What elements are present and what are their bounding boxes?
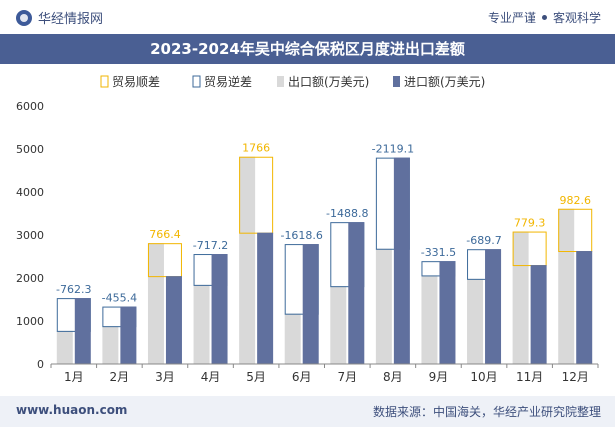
x-tick-label: 11月 bbox=[516, 370, 543, 384]
footer-url[interactable]: www.huaon.com bbox=[16, 403, 128, 417]
export-bar bbox=[375, 248, 392, 364]
legend-label: 贸易顺差 bbox=[112, 75, 160, 89]
balance-label: -1488.8 bbox=[326, 207, 368, 220]
legend-swatch bbox=[100, 75, 109, 88]
balance-label: 982.6 bbox=[559, 194, 591, 207]
legend-swatch bbox=[277, 76, 284, 87]
export-bar bbox=[421, 275, 438, 364]
balance-label: 779.3 bbox=[514, 217, 546, 230]
export-bar bbox=[193, 284, 210, 364]
balance-label: -2119.1 bbox=[372, 143, 414, 156]
import-bar bbox=[393, 157, 410, 364]
x-tick-label: 12月 bbox=[562, 370, 589, 384]
import-bar bbox=[74, 298, 91, 364]
export-bar bbox=[239, 156, 256, 364]
y-tick-label: 2000 bbox=[16, 272, 44, 285]
y-tick-label: 1000 bbox=[16, 315, 44, 328]
import-bar bbox=[530, 265, 547, 364]
balance-label: 766.4 bbox=[149, 228, 181, 241]
balance-label: -762.3 bbox=[56, 283, 91, 296]
legend-label: 出口额(万美元) bbox=[288, 75, 369, 89]
y-tick-label: 6000 bbox=[16, 100, 44, 113]
import-bar bbox=[348, 222, 365, 364]
import-bar bbox=[485, 249, 502, 364]
legend-label: 贸易逆差 bbox=[204, 74, 252, 89]
top-bar: 华经情报网 专业严谨 客观科学 bbox=[0, 0, 615, 34]
x-tick-label: 7月 bbox=[337, 370, 357, 384]
surplus-outline bbox=[147, 243, 182, 278]
y-tick-label: 5000 bbox=[16, 143, 44, 156]
chart-title: 2023-2024年吴中综合保税区月度进出口差额 bbox=[0, 34, 615, 64]
x-tick-label: 8月 bbox=[383, 370, 403, 384]
surplus-outline bbox=[512, 231, 547, 267]
export-bar bbox=[558, 208, 575, 364]
import-bar bbox=[165, 276, 182, 364]
x-tick-label: 4月 bbox=[201, 370, 221, 384]
balance-label: -331.5 bbox=[421, 246, 456, 259]
x-tick-label: 1月 bbox=[64, 370, 84, 384]
export-bar bbox=[147, 243, 164, 364]
legend-swatch bbox=[393, 76, 400, 87]
import-bar bbox=[211, 254, 228, 364]
legend-label: 进口额(万美元) bbox=[404, 75, 485, 89]
x-tick-label: 10月 bbox=[470, 370, 497, 384]
export-bar bbox=[102, 326, 119, 364]
y-tick-label: 0 bbox=[37, 358, 44, 371]
footer: www.huaon.com 数据来源：中国海关，华经产业研究院整理 bbox=[0, 396, 615, 427]
chart: 贸易顺差 贸易逆差 出口额(万美元) 进口额(万美元) 0 1000 2000 3000 400… bbox=[16, 74, 599, 384]
balance-label: -717.2 bbox=[193, 239, 228, 252]
x-tick-label: 9月 bbox=[429, 370, 449, 384]
surplus-outline bbox=[558, 208, 593, 253]
bullet-dot-icon bbox=[541, 15, 547, 20]
x-tick-label: 5月 bbox=[246, 370, 266, 384]
legend-swatch bbox=[192, 75, 201, 88]
import-bar bbox=[576, 251, 593, 364]
export-bar bbox=[512, 231, 529, 364]
brand[interactable]: 华经情报网 bbox=[16, 8, 103, 27]
export-bar bbox=[330, 286, 347, 364]
balance-label: 1766 bbox=[242, 142, 270, 155]
surplus-outline bbox=[239, 156, 274, 234]
y-tick-label: 4000 bbox=[16, 186, 44, 199]
footer-source: 数据来源：中国海关，华经产业研究院整理 bbox=[372, 405, 601, 419]
brand-name: 华经情报网 bbox=[38, 12, 104, 27]
export-bar bbox=[467, 278, 484, 364]
import-bar bbox=[120, 306, 137, 364]
brand-logo-icon bbox=[16, 9, 32, 26]
tagline: 专业严谨 客观科学 bbox=[488, 9, 601, 26]
balance-label: -1618.6 bbox=[280, 229, 322, 242]
export-bar bbox=[56, 330, 73, 364]
x-tick-label: 3月 bbox=[155, 370, 175, 384]
x-tick-label: 2月 bbox=[110, 370, 130, 384]
balance-label: -689.7 bbox=[466, 234, 501, 247]
import-bar bbox=[439, 261, 456, 364]
import-bar bbox=[257, 232, 274, 364]
export-bar bbox=[284, 313, 301, 364]
tagline-left: 专业严谨 bbox=[487, 11, 536, 25]
balance-label: -455.4 bbox=[102, 292, 137, 305]
x-tick-label: 6月 bbox=[292, 370, 312, 384]
tagline-right: 客观科学 bbox=[552, 11, 601, 25]
y-tick-label: 3000 bbox=[16, 229, 44, 242]
import-bar bbox=[302, 244, 319, 364]
